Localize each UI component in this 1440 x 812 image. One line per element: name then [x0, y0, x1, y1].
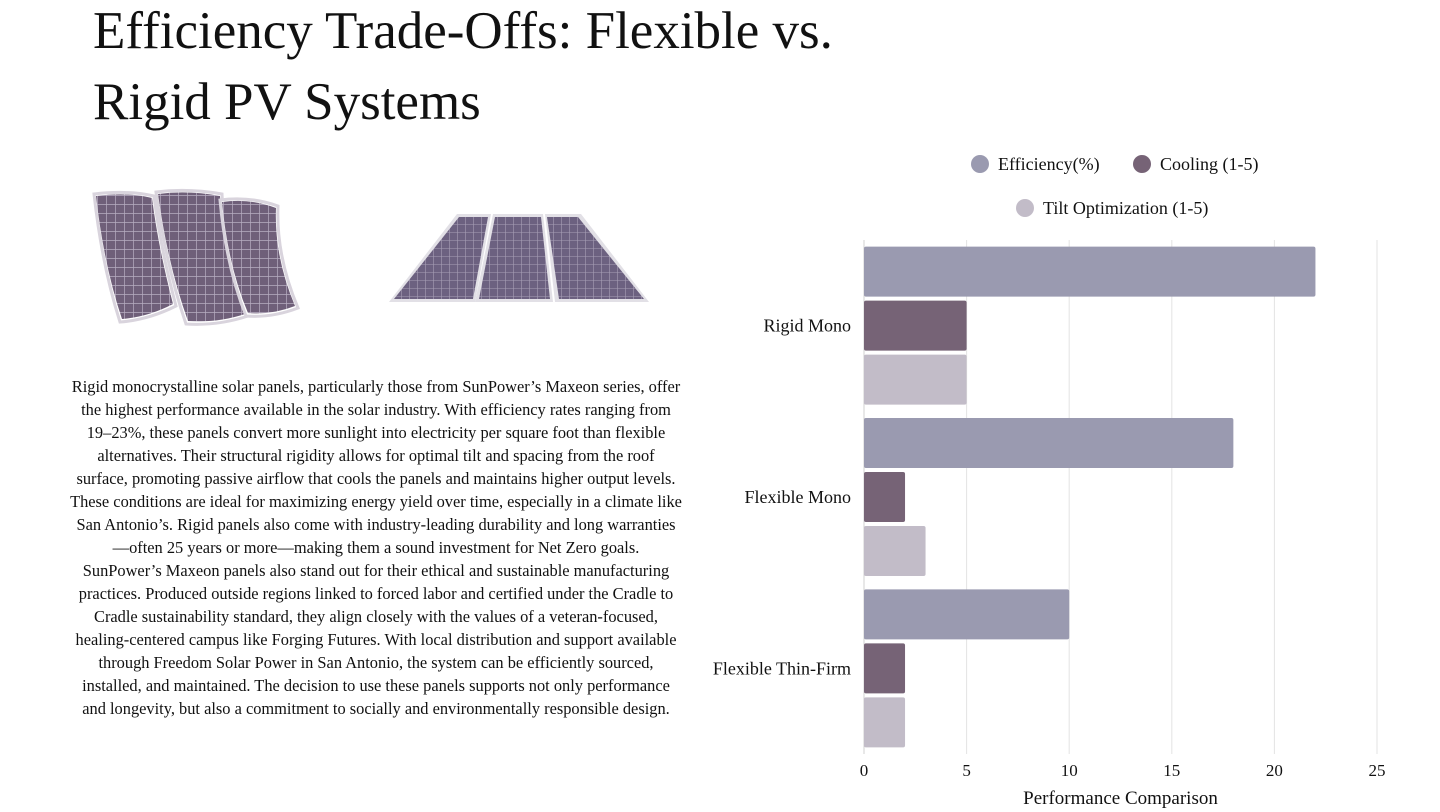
x-tick-label: 10: [1061, 761, 1078, 780]
bar: [864, 246, 1316, 297]
category-label: Rigid Mono: [763, 316, 851, 336]
bar: [864, 354, 967, 405]
bar: [864, 589, 1070, 640]
bar: [864, 472, 906, 522]
legend-swatch: [1016, 199, 1034, 217]
category-label: Flexible Thin-Firm: [713, 658, 851, 678]
legend-swatch: [971, 155, 989, 173]
performance-chart: Rigid Mono Flexible Mono Flexible Thin-Fir…: [713, 154, 1386, 809]
x-axis-label: Performance Comparison: [1023, 788, 1218, 809]
bar: [864, 697, 906, 748]
bar: [864, 300, 967, 351]
x-tick-label: 20: [1266, 761, 1283, 780]
flexible-panels-image: [92, 188, 300, 326]
paragraph-maxeon-ethics: SunPower’s Maxeon panels also stand out …: [75, 561, 677, 718]
body-text: Rigid monocrystalline solar panels, part…: [70, 375, 682, 720]
paragraph-rigid-panels: Rigid monocrystalline solar panels, part…: [70, 377, 682, 557]
legend-label: Cooling (1-5): [1160, 154, 1259, 175]
x-tick-label: 25: [1369, 761, 1386, 780]
x-tick-label: 15: [1163, 761, 1180, 780]
category-label: Flexible Mono: [745, 487, 852, 507]
legend-swatch: [1133, 155, 1151, 173]
legend-label: Tilt Optimization (1-5): [1043, 198, 1208, 219]
x-tick-label: 5: [962, 761, 971, 780]
bar: [864, 526, 926, 576]
rigid-panels-image: [389, 214, 649, 302]
bar: [864, 418, 1234, 468]
legend-label: Efficiency(%): [998, 154, 1100, 175]
bar: [864, 643, 906, 694]
page-title: Efficiency Trade-Offs: Flexible vs. Rigi…: [93, 2, 833, 131]
x-tick-label: 0: [860, 761, 869, 780]
